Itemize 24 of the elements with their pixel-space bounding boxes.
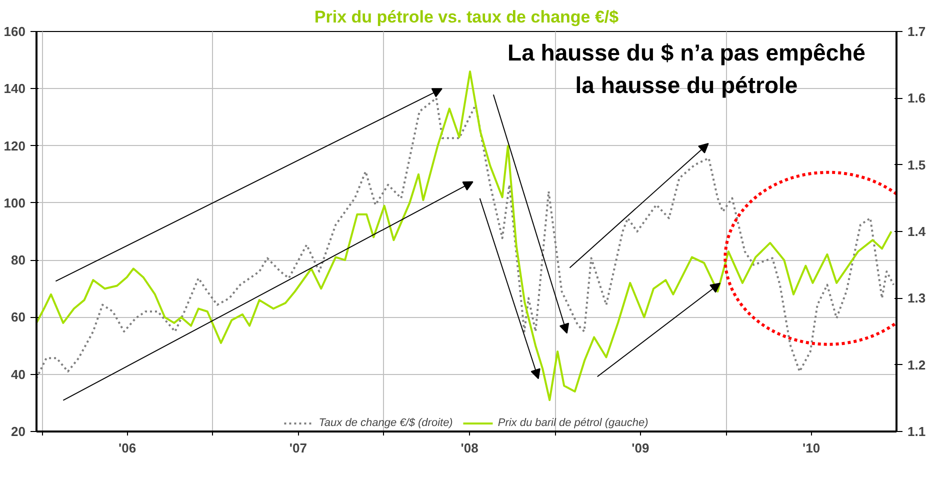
chart-title: Prix du pétrole vs. taux de change €/$ — [314, 8, 620, 26]
legend-label: Taux de change €/$ (droite) — [318, 417, 453, 429]
x-tick-label: '08 — [460, 440, 478, 456]
x-tick-label: '06 — [118, 440, 136, 456]
y2-tick-label: 1.2 — [908, 357, 926, 372]
y-tick-label: 20 — [11, 424, 26, 439]
y2-tick-label: 1.1 — [908, 424, 926, 439]
annotation: La hausse du $ n’a pas empêché la hausse du pétrole — [508, 40, 866, 98]
y-tick-label: 160 — [4, 24, 26, 39]
y2-tick-label: 1.3 — [908, 290, 926, 306]
y-tick-label: 80 — [11, 252, 26, 268]
x-tick-label: '07 — [289, 440, 307, 456]
y-tick-label: 60 — [11, 310, 26, 325]
y-tick-label: 100 — [4, 195, 26, 210]
y2-tick-label: 1.4 — [908, 224, 926, 239]
legend-label: Prix du baril de pétrol (gauche) — [498, 417, 648, 429]
y-tick-label: 140 — [4, 81, 26, 96]
x-tick-label: '10 — [802, 440, 820, 456]
y2-tick-label: 1.5 — [908, 157, 926, 172]
x-tick-label: '09 — [632, 440, 650, 456]
y-tick-label: 120 — [4, 138, 26, 154]
y-tick-label: 40 — [11, 366, 26, 382]
y2-tick-label: 1.6 — [908, 90, 926, 106]
y2-tick-label: 1.7 — [908, 24, 926, 39]
